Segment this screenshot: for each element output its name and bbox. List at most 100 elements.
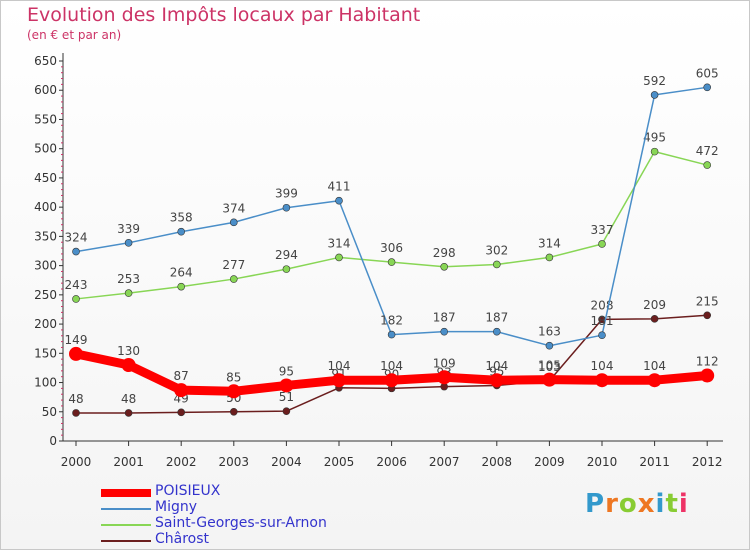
data-point-migny <box>177 227 185 236</box>
data-point-saint-georges-sur-arnon <box>282 265 291 273</box>
data-label-poisieux: 104 <box>328 359 351 373</box>
data-point-poisieux <box>595 373 609 388</box>
chart-subtitle: (en € et par an) <box>27 28 122 42</box>
y-tick-label: 300 <box>34 259 57 273</box>
data-label-migny: 324 <box>65 231 88 245</box>
data-point-charost <box>703 311 712 320</box>
data-label-poisieux: 95 <box>279 364 294 378</box>
data-point-migny <box>650 91 659 99</box>
data-point-saint-georges-sur-arnon <box>492 260 501 269</box>
data-label-charost: 209 <box>643 298 666 312</box>
data-label-migny: 187 <box>433 311 456 325</box>
data-point-migny <box>598 331 606 339</box>
data-point-migny <box>335 196 343 205</box>
data-label-saint-georges-sur-arnon: 294 <box>275 248 298 262</box>
logo-letter: P <box>585 489 606 519</box>
data-point-migny <box>703 83 712 92</box>
logo-letter: t <box>665 489 679 519</box>
data-point-migny <box>545 341 554 350</box>
data-point-poisieux <box>226 384 241 399</box>
data-point-charost <box>177 408 185 417</box>
data-point-migny <box>492 327 501 336</box>
legend-label-charost: Chârost <box>155 531 210 547</box>
y-tick-label: 150 <box>34 346 57 360</box>
data-point-migny <box>124 239 133 247</box>
data-point-poisieux <box>700 368 715 383</box>
data-label-poisieux: 85 <box>226 370 241 384</box>
data-label-migny: 187 <box>485 311 508 325</box>
logo-letter: i <box>655 489 666 519</box>
data-label-charost: 215 <box>696 294 719 308</box>
data-point-poisieux <box>542 372 557 387</box>
data-point-migny <box>387 330 396 339</box>
data-point-migny <box>282 203 291 212</box>
data-point-poisieux <box>279 378 294 393</box>
data-point-charost <box>72 409 80 417</box>
data-label-poisieux: 130 <box>117 344 140 358</box>
y-tick-label: 0 <box>49 434 57 448</box>
data-point-charost <box>282 407 291 415</box>
legend-label-poisieux: POISIEUX <box>155 483 221 499</box>
data-label-migny: 339 <box>117 222 140 236</box>
data-label-migny: 374 <box>222 201 245 215</box>
data-label-poisieux: 104 <box>591 359 614 373</box>
y-tick-label: 350 <box>34 229 57 243</box>
data-point-saint-georges-sur-arnon <box>598 240 606 248</box>
data-point-saint-georges-sur-arnon <box>124 289 133 297</box>
legend-swatch-migny <box>101 508 151 510</box>
data-point-charost <box>124 409 133 417</box>
data-label-poisieux: 104 <box>643 359 666 373</box>
data-label-poisieux: 109 <box>433 356 456 370</box>
data-label-charost: 48 <box>121 392 136 406</box>
legend-label-migny: Migny <box>155 499 198 515</box>
data-label-saint-georges-sur-arnon: 472 <box>696 144 719 158</box>
data-point-migny <box>440 327 449 336</box>
x-tick-label: 2012 <box>692 455 723 469</box>
data-point-saint-georges-sur-arnon <box>545 253 554 262</box>
data-label-poisieux: 112 <box>696 355 719 369</box>
logo-letter: o <box>618 489 638 519</box>
proxiti-logo: Proxiti <box>585 489 689 519</box>
data-label-migny: 358 <box>170 211 193 225</box>
legend-swatch-charost <box>101 540 151 542</box>
y-tick-label: 600 <box>34 83 57 97</box>
data-label-saint-georges-sur-arnon: 243 <box>65 278 88 292</box>
data-label-saint-georges-sur-arnon: 264 <box>170 266 193 280</box>
data-point-migny <box>72 247 80 256</box>
data-point-saint-georges-sur-arnon <box>650 147 659 156</box>
data-label-charost: 103 <box>538 360 561 374</box>
legend-swatch-poisieux <box>101 489 151 497</box>
y-tick-label: 450 <box>34 171 57 185</box>
data-label-migny: 182 <box>380 314 403 328</box>
data-point-charost <box>650 315 659 323</box>
y-tick-label: 100 <box>34 376 57 390</box>
data-label-migny: 605 <box>696 66 719 80</box>
x-tick-label: 2011 <box>639 455 670 469</box>
data-point-poisieux <box>437 370 452 385</box>
data-point-poisieux <box>69 346 83 361</box>
x-tick-label: 2003 <box>219 455 250 469</box>
data-label-saint-georges-sur-arnon: 298 <box>433 246 456 260</box>
data-point-poisieux <box>647 373 662 388</box>
data-point-poisieux <box>121 358 136 372</box>
y-tick-label: 200 <box>34 317 57 331</box>
data-label-charost: 51 <box>279 390 294 404</box>
data-label-migny: 592 <box>643 74 666 88</box>
data-point-saint-georges-sur-arnon <box>177 282 185 291</box>
data-label-poisieux: 87 <box>174 369 189 383</box>
logo-letter: r <box>605 489 619 519</box>
data-label-saint-georges-sur-arnon: 302 <box>485 243 508 257</box>
y-tick-label: 650 <box>34 54 57 68</box>
y-tick-label: 400 <box>34 200 57 214</box>
data-label-saint-georges-sur-arnon: 306 <box>380 241 403 255</box>
logo-letter: x <box>637 489 656 519</box>
data-point-poisieux <box>384 373 399 388</box>
x-tick-label: 2007 <box>429 455 460 469</box>
data-point-saint-georges-sur-arnon <box>230 275 238 283</box>
data-label-saint-georges-sur-arnon: 277 <box>222 258 245 272</box>
data-label-migny: 181 <box>591 314 614 328</box>
data-label-poisieux: 105 <box>538 359 561 373</box>
y-tick-label: 550 <box>34 112 57 126</box>
data-point-migny <box>230 218 238 227</box>
data-point-poisieux <box>489 373 504 388</box>
